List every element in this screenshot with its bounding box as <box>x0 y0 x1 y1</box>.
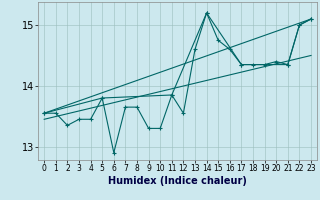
X-axis label: Humidex (Indice chaleur): Humidex (Indice chaleur) <box>108 176 247 186</box>
